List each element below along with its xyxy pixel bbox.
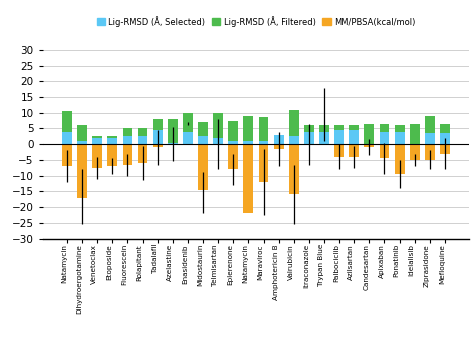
Bar xyxy=(395,132,404,144)
Bar xyxy=(183,124,193,144)
Bar xyxy=(62,144,72,166)
Bar xyxy=(410,124,419,144)
Bar xyxy=(228,144,238,169)
Bar xyxy=(153,119,163,130)
Bar xyxy=(410,144,419,160)
Bar xyxy=(62,132,72,144)
Bar xyxy=(137,129,147,136)
Bar xyxy=(440,133,450,144)
Bar xyxy=(380,144,389,158)
Bar xyxy=(168,119,178,143)
Bar xyxy=(349,130,359,144)
Bar xyxy=(349,125,359,130)
Bar xyxy=(319,125,329,132)
Bar xyxy=(244,141,253,144)
Bar xyxy=(92,136,102,138)
Bar xyxy=(198,136,208,144)
Bar xyxy=(213,113,223,138)
Bar xyxy=(137,144,147,163)
Bar xyxy=(259,141,268,144)
Legend: Lig-RMSD (Å, Selected), Lig-RMSD (Å, Filtered), MM/PBSA(kcal/mol): Lig-RMSD (Å, Selected), Lig-RMSD (Å, Fil… xyxy=(93,12,419,30)
Bar xyxy=(198,144,208,190)
Bar xyxy=(168,143,178,144)
Bar xyxy=(77,125,87,141)
Bar xyxy=(334,130,344,144)
Bar xyxy=(77,141,87,144)
Bar xyxy=(425,144,435,160)
Bar xyxy=(440,124,450,133)
Bar xyxy=(77,144,87,198)
Bar xyxy=(304,125,314,132)
Bar xyxy=(228,141,238,144)
Bar xyxy=(365,144,374,147)
Bar xyxy=(92,138,102,144)
Bar xyxy=(334,125,344,130)
Bar xyxy=(395,125,404,132)
Bar xyxy=(273,144,283,149)
Bar xyxy=(304,132,314,144)
Bar xyxy=(349,144,359,157)
Bar xyxy=(92,144,102,168)
Bar xyxy=(259,117,268,141)
Bar xyxy=(153,130,163,144)
Bar xyxy=(289,136,299,144)
Bar xyxy=(62,111,72,132)
Bar xyxy=(244,116,253,141)
Bar xyxy=(319,132,329,144)
Bar xyxy=(153,144,163,147)
Bar xyxy=(213,138,223,144)
Bar xyxy=(108,138,117,144)
Bar xyxy=(108,144,117,166)
Bar xyxy=(244,144,253,213)
Bar xyxy=(183,113,193,132)
Bar xyxy=(259,144,268,182)
Bar xyxy=(273,135,283,144)
Bar xyxy=(319,125,329,144)
Bar xyxy=(380,132,389,144)
Bar xyxy=(334,144,344,157)
Bar xyxy=(425,133,435,144)
Bar xyxy=(137,136,147,144)
Bar xyxy=(183,132,193,144)
Bar xyxy=(123,129,132,136)
Bar xyxy=(440,144,450,154)
Bar xyxy=(380,124,389,132)
Bar xyxy=(108,136,117,138)
Bar xyxy=(289,144,299,194)
Bar xyxy=(123,136,132,144)
Bar xyxy=(123,144,132,164)
Bar xyxy=(228,121,238,141)
Bar xyxy=(198,122,208,136)
Bar xyxy=(395,144,404,174)
Bar xyxy=(365,124,374,144)
Bar xyxy=(425,116,435,133)
Bar xyxy=(289,110,299,136)
